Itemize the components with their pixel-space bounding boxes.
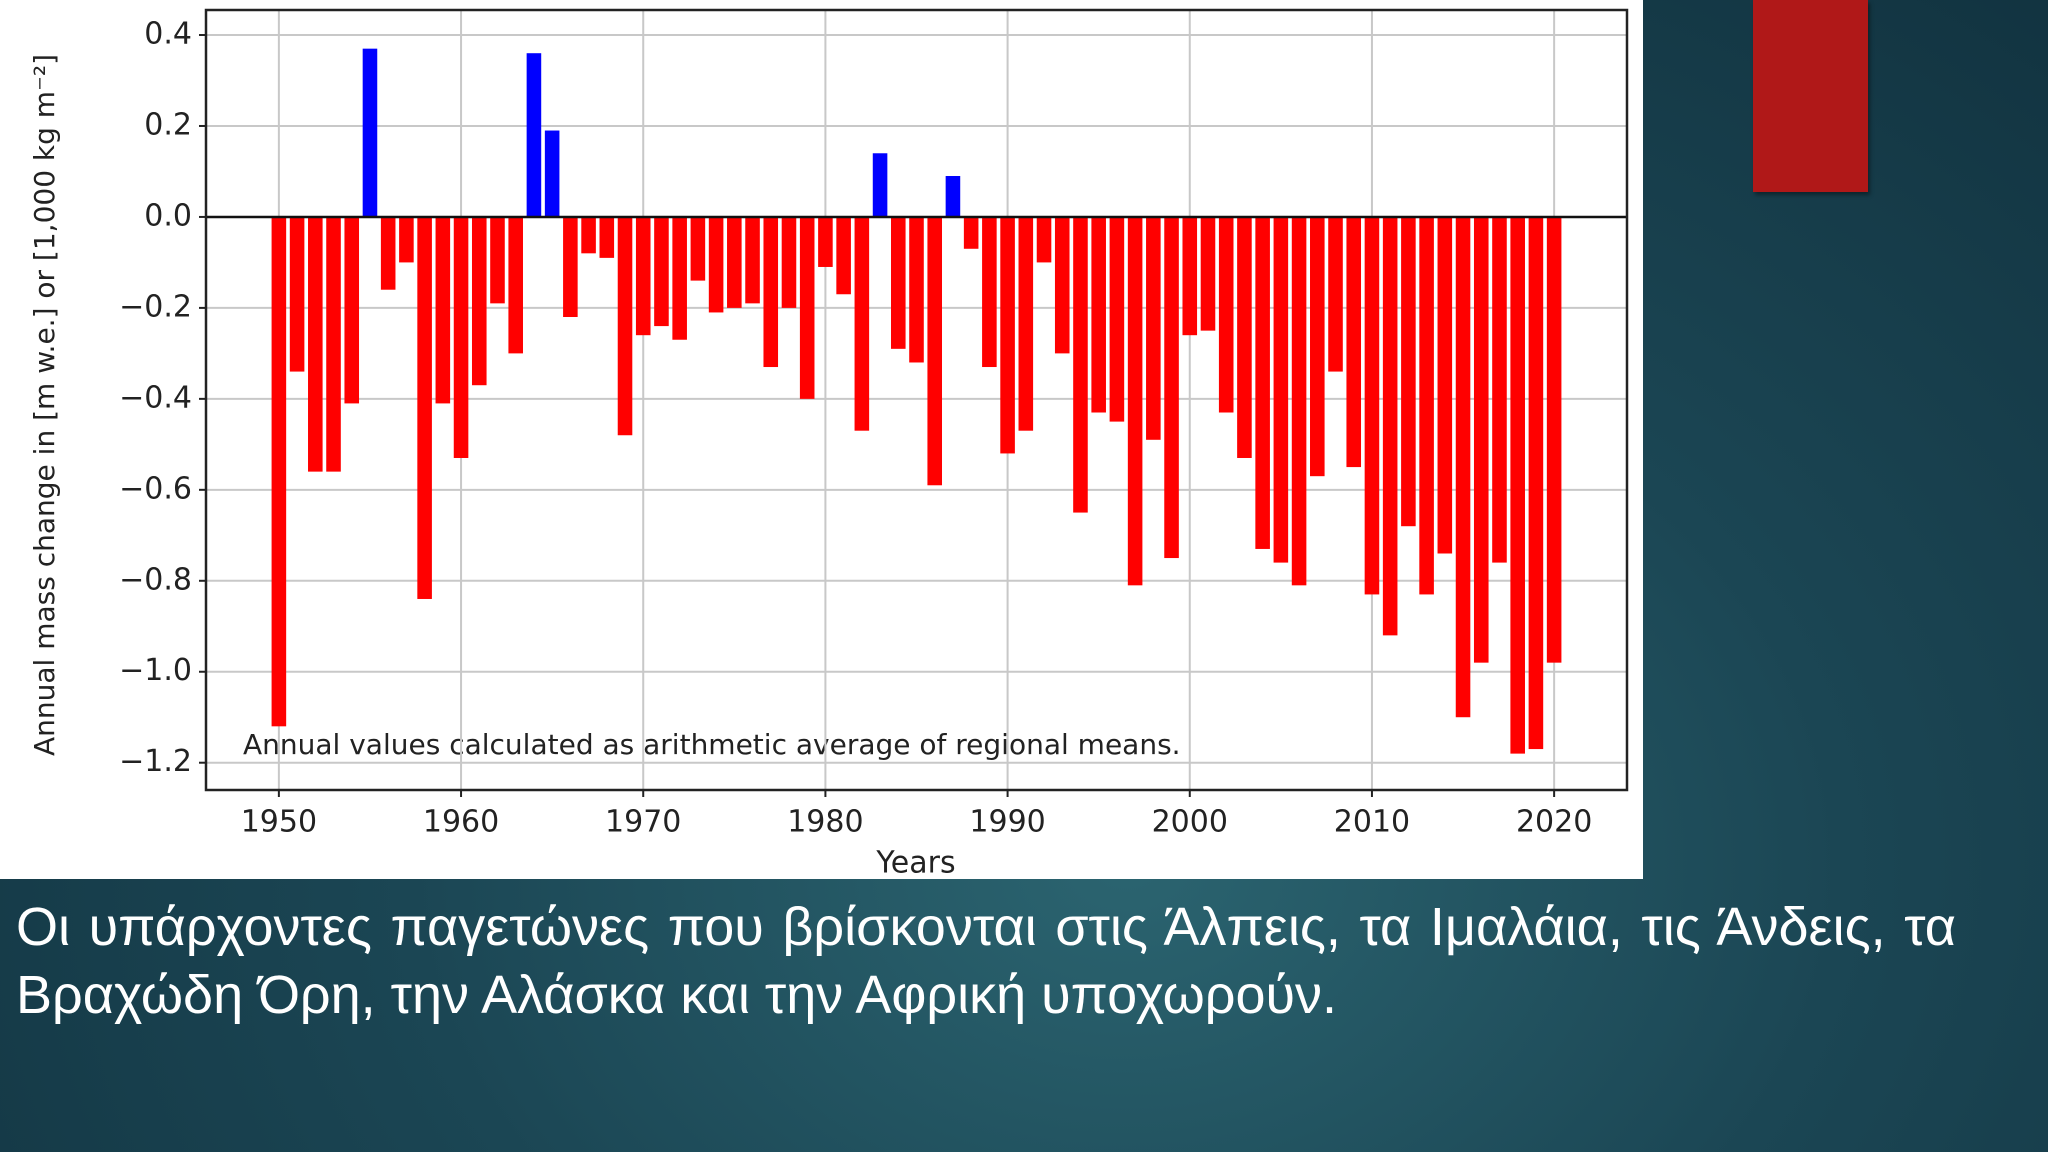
- bar: [490, 216, 505, 304]
- x-tick-label: 2010: [1334, 805, 1410, 840]
- bar: [1200, 216, 1216, 331]
- bar: [781, 216, 797, 308]
- bar: [1291, 216, 1307, 586]
- bar: [763, 216, 779, 368]
- bar: [399, 216, 414, 263]
- x-tick-label: 1980: [787, 805, 863, 840]
- bar: [1546, 216, 1562, 663]
- y-tick-label: −0.6: [119, 471, 192, 506]
- bar: [745, 216, 760, 304]
- bar: [1273, 216, 1289, 563]
- bar: [982, 216, 997, 368]
- bar: [599, 216, 615, 258]
- bar: [453, 216, 469, 458]
- bar: [563, 216, 578, 317]
- bar: [890, 216, 906, 349]
- bar: [289, 216, 305, 372]
- bar: [1437, 216, 1453, 554]
- y-tick-label: −1.2: [119, 744, 192, 779]
- y-tick-label: 0.0: [144, 198, 192, 233]
- bar: [1255, 216, 1270, 549]
- bar: [1346, 216, 1362, 468]
- bar: [1419, 216, 1434, 595]
- y-tick-label: −0.2: [119, 289, 192, 324]
- bar: [1218, 216, 1234, 413]
- bar: [471, 216, 487, 386]
- y-tick-label: 0.2: [144, 107, 192, 142]
- bar: [617, 216, 633, 436]
- y-tick-label: −1.0: [119, 653, 192, 688]
- bar: [362, 48, 378, 217]
- bar: [1109, 216, 1125, 422]
- accent-block: [1753, 0, 1868, 192]
- bar: [963, 216, 979, 249]
- bar: [1528, 216, 1544, 750]
- bar: [1127, 216, 1143, 586]
- bar: [1146, 216, 1161, 440]
- x-tick-label: 1950: [241, 805, 317, 840]
- x-tick-label: 2020: [1516, 805, 1592, 840]
- bar: [1492, 216, 1507, 563]
- bar: [945, 176, 961, 217]
- bar: [1073, 216, 1088, 513]
- bar: [1036, 216, 1052, 263]
- x-tick-label: 1990: [969, 805, 1045, 840]
- bar: [1054, 216, 1070, 354]
- caption: Οι υπάρχοντες παγετώνες που βρίσκονται σ…: [16, 897, 1956, 1025]
- x-tick-label: 2000: [1152, 805, 1228, 840]
- chart: Annual mass change in [m w.e.] or [1,000…: [28, 8, 1629, 880]
- bar: [927, 216, 943, 486]
- bar: [1237, 216, 1252, 458]
- bar: [1000, 216, 1015, 454]
- bar: [380, 216, 396, 290]
- bar: [1510, 216, 1525, 754]
- x-axis-label: Years: [875, 846, 955, 880]
- bar: [1382, 216, 1398, 636]
- bar: [1310, 216, 1325, 477]
- plot-frame: [204, 8, 1629, 792]
- y-tick-label: −0.4: [119, 380, 192, 415]
- bar: [836, 216, 851, 295]
- y-axis-label: Annual mass change in [m w.e.] or [1,000…: [28, 54, 61, 756]
- bar: [435, 216, 451, 404]
- bar: [544, 130, 560, 217]
- bar: [1018, 216, 1034, 431]
- bar: [308, 216, 323, 472]
- bar: [708, 216, 724, 313]
- bar: [872, 153, 888, 217]
- bar: [1328, 216, 1343, 372]
- bar: [1455, 216, 1471, 718]
- x-tick-label: 1960: [423, 805, 499, 840]
- bar: [1164, 216, 1179, 559]
- bar: [326, 216, 341, 472]
- y-tick-label: 0.4: [144, 17, 192, 52]
- bar: [635, 216, 651, 336]
- bar: [727, 216, 742, 308]
- bar: [799, 216, 815, 399]
- bar: [690, 216, 706, 281]
- bar: [654, 216, 669, 327]
- bar: [1091, 216, 1106, 413]
- bar: [344, 216, 360, 404]
- y-tick-label: −0.8: [119, 562, 192, 597]
- bar: [818, 216, 833, 267]
- bar: [508, 216, 523, 354]
- bar: [417, 216, 432, 599]
- bar: [1473, 216, 1489, 663]
- bar: [1182, 216, 1198, 336]
- bar: [1364, 216, 1380, 595]
- bar: [271, 216, 287, 727]
- x-tick-label: 1970: [605, 805, 681, 840]
- bar: [854, 216, 870, 431]
- bar: [909, 216, 924, 363]
- bar: [526, 53, 542, 217]
- annotation: Annual values calculated as arithmetic a…: [243, 728, 1181, 761]
- bar: [672, 216, 687, 340]
- bar: [1401, 216, 1416, 527]
- bar: [581, 216, 596, 254]
